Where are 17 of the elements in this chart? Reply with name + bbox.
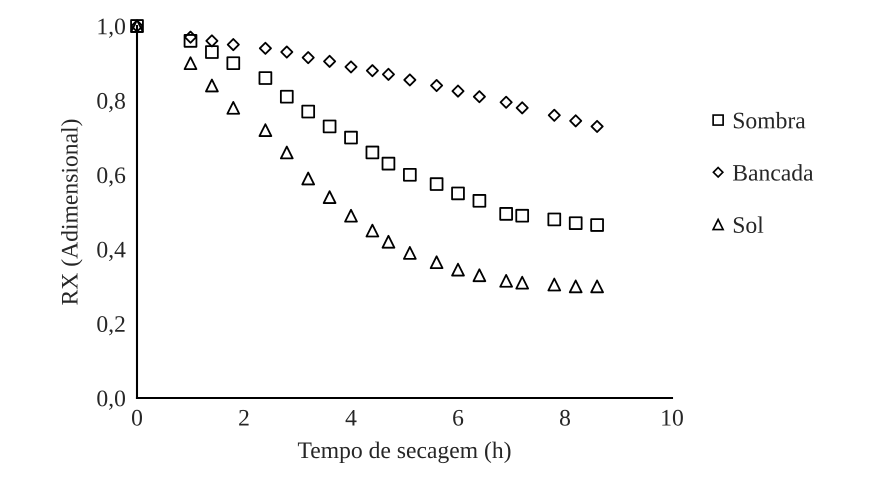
x-tick-label: 0 xyxy=(132,410,142,426)
legend-label: Bancada xyxy=(732,164,814,181)
y-tick-label: 0,8 xyxy=(97,92,125,112)
x-tick-label: 10 xyxy=(662,410,683,426)
legend-label: Sol xyxy=(734,216,764,234)
x-axis-title: Tempo de secagem (h) xyxy=(298,442,510,464)
y-tick-label: 0,4 xyxy=(97,242,126,262)
y-tick-label: 1,0 xyxy=(98,18,125,38)
x-tick-label: 2 xyxy=(239,410,249,426)
y-tick-label: 0,6 xyxy=(97,167,126,187)
x-tick-label: 6 xyxy=(453,410,464,426)
y-tick-label: 0,2 xyxy=(97,316,125,336)
y-axis-title: RX (Adimensional) xyxy=(61,120,82,305)
x-tick-label: 4 xyxy=(346,410,357,426)
y-tick-label: 0,0 xyxy=(97,390,125,410)
legend-label: Sombra xyxy=(734,112,806,129)
x-tick-label: 8 xyxy=(560,410,570,426)
